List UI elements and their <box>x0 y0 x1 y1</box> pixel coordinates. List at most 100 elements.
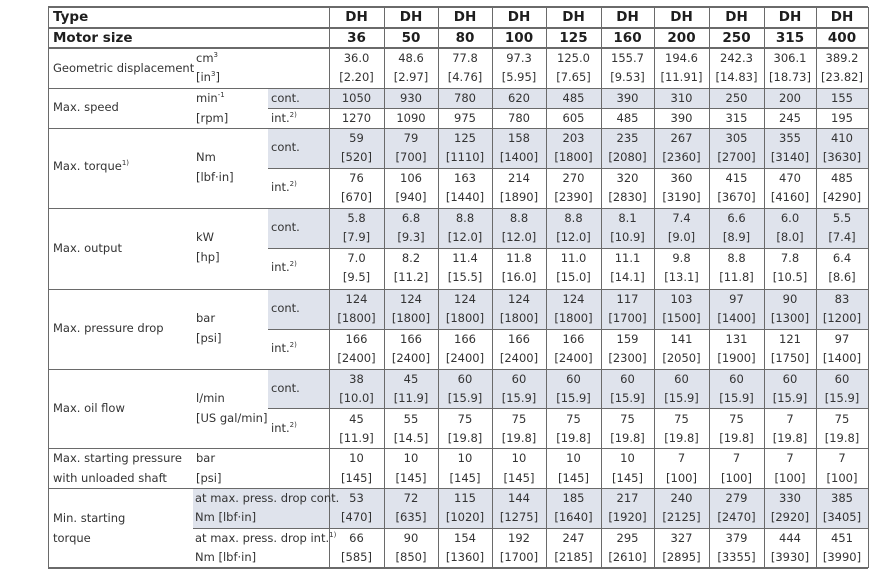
grid-line <box>329 7 330 568</box>
max-output-int-value: 6.4 <box>832 251 852 265</box>
speed-cont-value: 250 <box>725 91 748 105</box>
type-value: DH <box>507 9 531 25</box>
displacement-value-alt: [7.65] <box>556 70 591 84</box>
max-oil-flow-int-value: 75 <box>566 412 581 426</box>
max-output-cont-value: 6.0 <box>780 211 800 225</box>
grid-line <box>868 7 869 568</box>
max-torque-cont-value-alt: [520] <box>341 150 372 164</box>
speed-cont-value: 780 <box>454 91 476 105</box>
grid-line <box>48 567 868 569</box>
min-torque-cont-value: 53 <box>349 491 364 505</box>
max-oil-flow-cont-value-alt: [15.9] <box>824 391 860 405</box>
max-torque-int-value-alt: [1440] <box>445 190 485 204</box>
max-torque-cont-value: 410 <box>831 131 853 145</box>
starting-pressure-value-alt: [100] <box>721 471 752 485</box>
max-output-cont-value: 8.8 <box>509 211 529 225</box>
shaded-cell <box>268 128 868 168</box>
max-oil-flow-int-value-alt: [14.5] <box>393 431 429 445</box>
speed-int-value: 1090 <box>396 111 426 125</box>
max-oil-flow-cont-value: 60 <box>511 372 527 386</box>
min-torque-int-value: 90 <box>403 531 419 545</box>
max-oil-flow-cont-value-alt: [15.9] <box>556 391 591 405</box>
max-oil-flow-cont-value-alt: [10.0] <box>339 391 374 405</box>
grid-line <box>384 7 385 568</box>
min-torque-cont-value: 144 <box>508 491 530 505</box>
cont-label: cont. <box>271 140 300 154</box>
max-output-int-value: 7.8 <box>780 251 800 265</box>
displacement-value: 242.3 <box>720 51 753 65</box>
speed-int-value: 605 <box>562 111 585 125</box>
min-torque-int-value-alt: [850] <box>395 550 427 564</box>
max-pressure-drop-cont-value-alt: [1300] <box>770 311 810 325</box>
min-torque-cont-value: 72 <box>403 491 419 505</box>
grid-line <box>601 7 602 568</box>
max-torque-int-value: 106 <box>400 171 422 185</box>
grid-line <box>764 7 765 568</box>
starting-pressure-value: 10 <box>403 451 419 465</box>
max-oil-flow-int-value: 75 <box>457 412 473 426</box>
displacement-value: 194.6 <box>665 51 698 65</box>
unit-2: [hp] <box>196 250 220 264</box>
max-torque-int-value-alt: [4290] <box>822 190 862 204</box>
max-output-cont-value: 5.8 <box>347 211 366 225</box>
max-pressure-drop-cont-value-alt: [1800] <box>499 311 539 325</box>
starting-pressure-value-alt: [145] <box>449 471 481 485</box>
displacement-value: 48.6 <box>398 51 424 65</box>
max-pressure-drop-int-value: 166 <box>400 332 422 346</box>
max-pressure-drop-cont-value: 124 <box>454 292 476 306</box>
max-pressure-drop-cont-value: 83 <box>834 292 850 306</box>
max-output-int-value-alt: [14.1] <box>610 270 645 284</box>
displacement-value: 306.1 <box>773 51 807 65</box>
speed-cont-value: 485 <box>562 91 585 105</box>
max-output-cont-value: 5.5 <box>832 211 852 225</box>
starting-pressure-value-alt: [145] <box>341 471 372 485</box>
speed-int-value: 315 <box>725 111 748 125</box>
unit-psi: [psi] <box>196 471 222 485</box>
min-torque-cont-value: 279 <box>725 491 748 505</box>
type-header: Type <box>53 9 89 25</box>
motor-size-value: 50 <box>401 30 421 46</box>
max-output-int-value-alt: [13.1] <box>664 270 699 284</box>
displacement-value-alt: [9.53] <box>610 70 645 84</box>
max-output-int-value-alt: [11.8] <box>719 270 754 284</box>
max-torque-int-value-alt: [4160] <box>770 190 810 204</box>
min-torque-int-value-alt: [2895] <box>662 550 701 564</box>
speed-cont-value: 1050 <box>341 91 372 105</box>
max-pressure-drop-int-value: 97 <box>834 332 850 346</box>
grid-line <box>48 6 868 8</box>
shaded-cell <box>193 488 868 528</box>
max-torque-cont-value-alt: [2360] <box>662 150 701 164</box>
max-oil-flow-cont-value-alt: [11.9] <box>393 391 429 405</box>
row-label-max-output: Max. output <box>53 241 123 255</box>
max-oil-flow-int-value-alt: [19.8] <box>610 431 645 445</box>
max-torque-int-value-alt: [670] <box>341 190 372 204</box>
motor-size-value: 315 <box>775 30 805 46</box>
max-oil-flow-int-value: 75 <box>511 412 527 426</box>
max-pressure-drop-int-value-alt: [2400] <box>499 351 539 365</box>
min-torque-cont-value-alt: [1640] <box>554 510 593 524</box>
max-torque-cont-value-alt: [1800] <box>554 150 593 164</box>
max-pressure-drop-int-value: 121 <box>779 332 801 346</box>
row-label-max-speed: Max. speed <box>53 100 119 114</box>
unit-1: kW <box>196 230 215 244</box>
max-oil-flow-cont-value-alt: [15.9] <box>447 391 483 405</box>
max-output-int-value-alt: [8.6] <box>828 270 856 284</box>
displacement-value: 97.3 <box>506 51 532 65</box>
max-output-cont-value-alt: [10.9] <box>610 230 645 244</box>
starting-pressure-value: 7 <box>786 451 794 465</box>
type-value: DH <box>399 9 423 25</box>
max-torque-cont-value: 267 <box>670 131 693 145</box>
max-output-int-value-alt: [16.0] <box>501 270 537 284</box>
max-pressure-drop-cont-value: 117 <box>616 292 639 306</box>
grid-line <box>48 128 868 129</box>
max-output-int-value: 11.8 <box>506 251 532 265</box>
starting-pressure-value: 10 <box>457 451 473 465</box>
max-output-cont-value-alt: [9.3] <box>397 230 425 244</box>
grid-line <box>268 168 868 169</box>
min-torque-cont-value: 217 <box>616 491 639 505</box>
unit-rpm: [rpm] <box>196 111 229 125</box>
grid-line <box>268 108 868 109</box>
max-pressure-drop-int-value: 141 <box>670 332 693 346</box>
max-oil-flow-int-value-alt: [19.8] <box>447 431 483 445</box>
displacement-value: 155.7 <box>611 51 644 65</box>
